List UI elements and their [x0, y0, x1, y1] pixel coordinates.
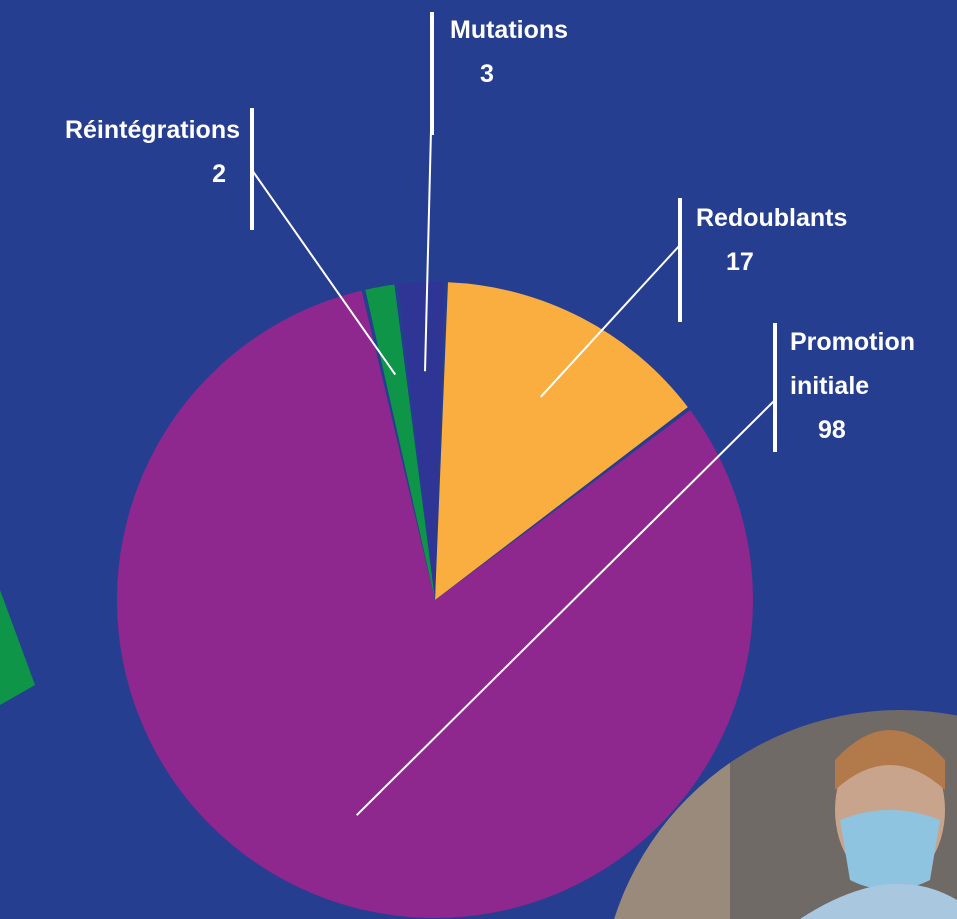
pie-slice [435, 282, 688, 600]
pie-slice [365, 284, 435, 600]
leader-line [355, 399, 776, 816]
label-name: Mutations [450, 16, 569, 44]
label-value: 17 [726, 248, 754, 276]
leader-line [251, 169, 397, 376]
label-name: Redoublants [696, 204, 848, 232]
label: Réintégrations 2 [0, 108, 240, 196]
leader-line [424, 89, 433, 372]
label-value: 98 [818, 416, 846, 444]
leader-line [539, 244, 681, 398]
decor-shape [0, 590, 35, 705]
label-name: Promotion initiale [790, 328, 915, 400]
label-name: Réintégrations [64, 116, 240, 144]
label-value: 2 [212, 160, 226, 188]
label-value: 3 [480, 60, 494, 88]
label: Redoublants 17 [696, 196, 847, 284]
label: Promotion initiale 98 [790, 320, 950, 452]
label: Mutations 3 [450, 8, 568, 96]
pie-slice [116, 290, 753, 919]
pie-slice [398, 282, 445, 600]
